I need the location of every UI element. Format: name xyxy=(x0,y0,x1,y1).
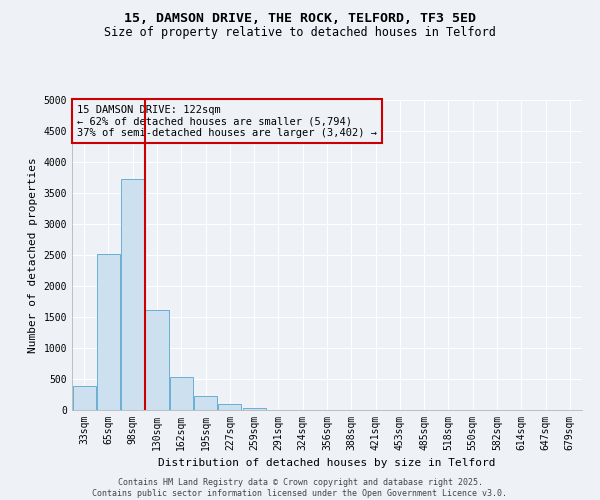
X-axis label: Distribution of detached houses by size in Telford: Distribution of detached houses by size … xyxy=(158,458,496,468)
Bar xyxy=(145,310,169,410)
Text: Contains HM Land Registry data © Crown copyright and database right 2025.
Contai: Contains HM Land Registry data © Crown c… xyxy=(92,478,508,498)
Bar xyxy=(194,396,217,410)
Bar xyxy=(73,386,95,410)
Text: 15, DAMSON DRIVE, THE ROCK, TELFORD, TF3 5ED: 15, DAMSON DRIVE, THE ROCK, TELFORD, TF3… xyxy=(124,12,476,26)
Bar xyxy=(97,254,120,410)
Bar xyxy=(121,180,144,410)
Bar xyxy=(170,376,193,410)
Bar xyxy=(218,404,241,410)
Text: 15 DAMSON DRIVE: 122sqm
← 62% of detached houses are smaller (5,794)
37% of semi: 15 DAMSON DRIVE: 122sqm ← 62% of detache… xyxy=(77,104,377,138)
Y-axis label: Number of detached properties: Number of detached properties xyxy=(28,157,38,353)
Text: Size of property relative to detached houses in Telford: Size of property relative to detached ho… xyxy=(104,26,496,39)
Bar xyxy=(242,408,266,410)
